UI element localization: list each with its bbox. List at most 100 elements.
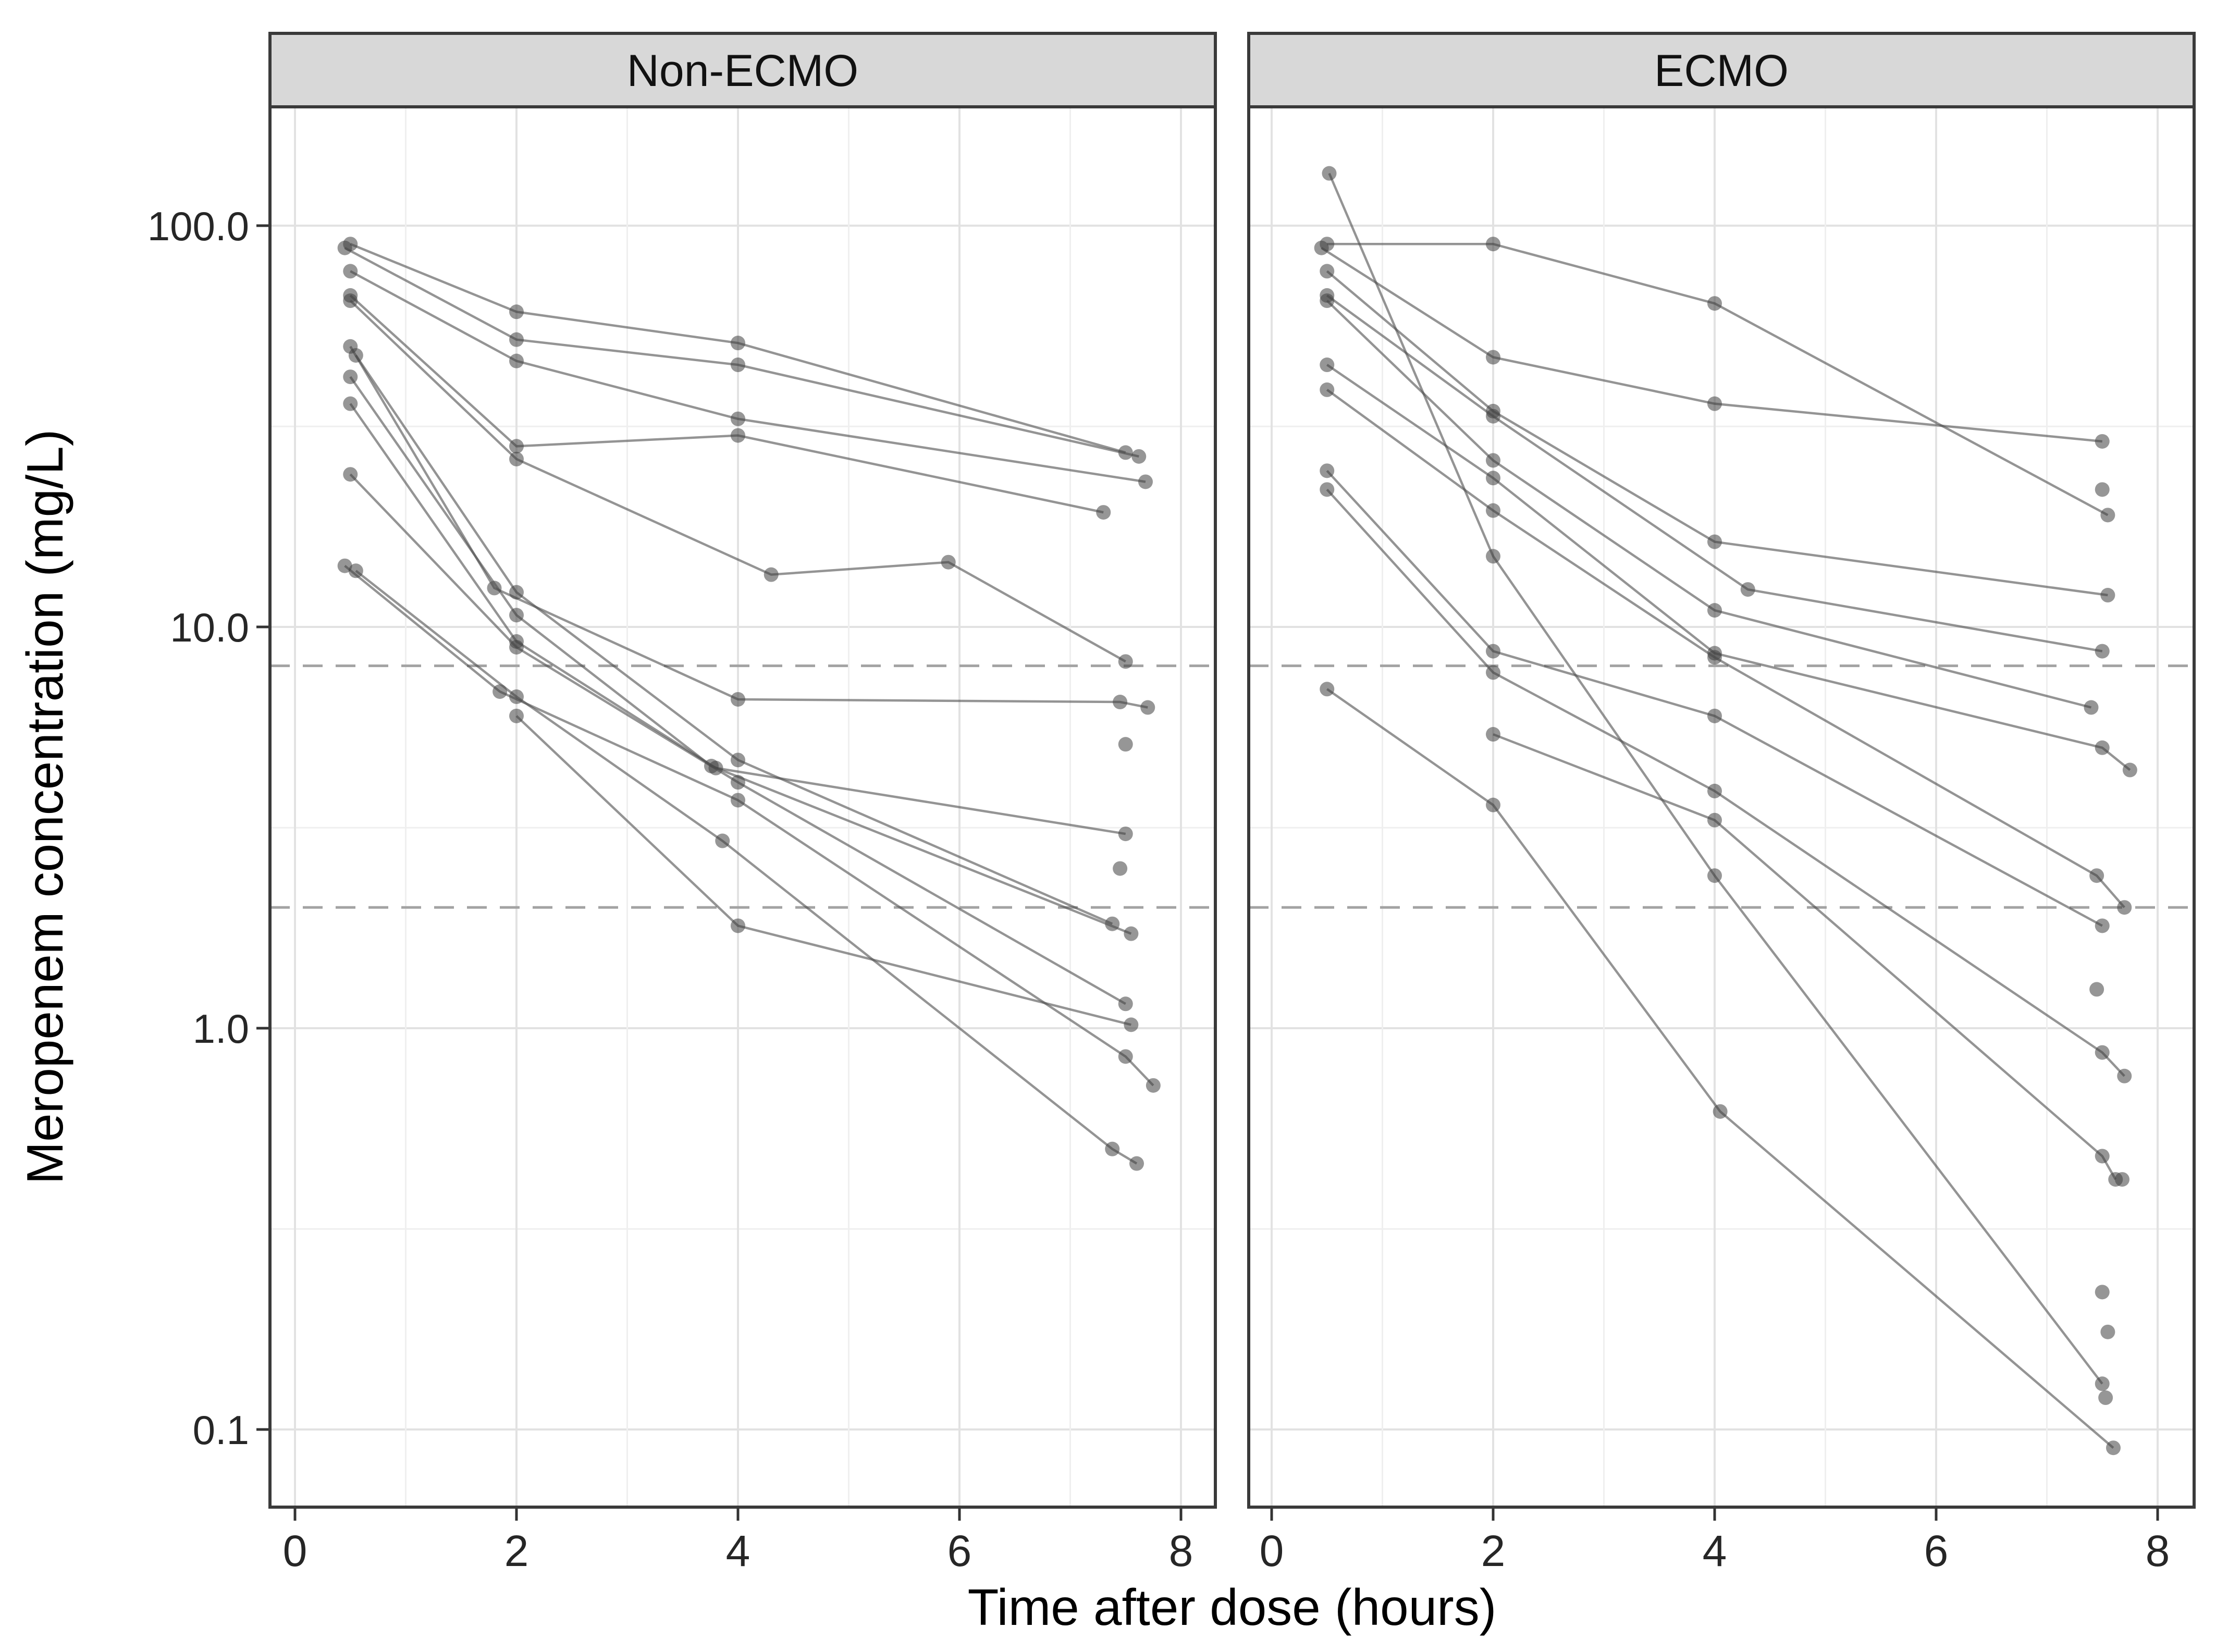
data-point	[509, 332, 524, 347]
data-point	[764, 567, 779, 582]
patient-line	[1326, 470, 2103, 927]
data-point	[2095, 1376, 2110, 1391]
patient-line	[344, 246, 1139, 458]
patient-line	[1326, 270, 2108, 597]
data-point	[2098, 1390, 2113, 1406]
patient-line	[349, 473, 1126, 1005]
data-point	[731, 775, 745, 790]
y-tick-label: 100.0	[147, 203, 249, 249]
data-point	[343, 396, 358, 411]
data-point	[2095, 918, 2110, 933]
y-tick-label: 1.0	[193, 1006, 249, 1052]
data-point	[487, 581, 502, 596]
data-point	[509, 585, 524, 600]
data-point	[1486, 237, 1500, 252]
data-point	[1105, 1141, 1120, 1156]
data-point	[509, 639, 524, 655]
data-point	[1320, 264, 1335, 279]
facet-strip-non-ecmo	[268, 32, 1217, 108]
data-point	[731, 428, 745, 443]
data-point	[1113, 861, 1128, 876]
data-point	[509, 304, 524, 319]
data-point	[1129, 1156, 1144, 1171]
series-layer	[337, 166, 2137, 1456]
data-point	[2095, 1045, 2110, 1060]
data-point	[1486, 665, 1500, 680]
x-tick-label: 4	[1703, 1526, 1727, 1575]
data-point	[2115, 1172, 2129, 1187]
patient-line	[349, 294, 1104, 514]
data-point	[1486, 350, 1500, 365]
data-point	[348, 348, 363, 363]
data-point	[1320, 463, 1335, 478]
patient-line	[349, 403, 1126, 835]
x-tick-label: 0	[283, 1526, 307, 1575]
x-tick-label: 4	[726, 1526, 750, 1575]
data-point	[343, 467, 358, 482]
data-point	[1138, 474, 1153, 489]
facet-label-non-ecmo: Non-ECMO	[627, 46, 858, 96]
patient-line	[350, 243, 1126, 454]
patient-line	[1493, 733, 2117, 1180]
data-point	[1707, 603, 1722, 618]
data-point	[1707, 868, 1722, 883]
patient-line	[1326, 300, 2092, 709]
data-point	[2095, 1149, 2110, 1164]
patient-line	[350, 270, 1146, 483]
data-point	[2095, 740, 2110, 755]
data-point	[1707, 812, 1722, 828]
data-point	[343, 369, 358, 385]
data-point	[2089, 982, 2104, 997]
data-point	[731, 753, 745, 768]
data-point	[1118, 996, 1133, 1012]
data-point	[1486, 471, 1500, 486]
data-point	[1707, 708, 1722, 723]
data-point	[343, 264, 358, 279]
patient-line	[1328, 172, 2103, 1385]
y-tick-label: 0.1	[193, 1407, 249, 1453]
data-point	[2106, 1440, 2121, 1456]
data-point	[2100, 588, 2115, 603]
data-point	[509, 451, 524, 466]
data-point	[731, 411, 745, 426]
data-point	[1707, 296, 1722, 311]
data-point	[1118, 654, 1133, 669]
data-point	[1314, 240, 1329, 255]
x-tick-label: 8	[1169, 1526, 1193, 1575]
data-point	[1140, 700, 1155, 715]
data-point	[1707, 534, 1722, 549]
data-point	[2122, 762, 2137, 778]
data-point	[1713, 1104, 1728, 1119]
data-point	[509, 708, 524, 723]
data-point	[1320, 357, 1335, 373]
data-point	[1486, 797, 1500, 812]
data-point	[1322, 166, 1337, 181]
x-tick-label: 2	[504, 1526, 529, 1575]
patient-line	[1321, 246, 2102, 443]
data-point	[337, 240, 352, 255]
data-point	[731, 793, 745, 808]
data-point	[1486, 503, 1500, 518]
data-point	[731, 357, 745, 373]
data-point	[1707, 783, 1722, 798]
data-point	[1118, 827, 1133, 842]
data-point	[1320, 293, 1335, 309]
patient-line	[1326, 294, 2103, 652]
data-point	[2089, 868, 2104, 883]
data-point	[2084, 700, 2099, 715]
data-point	[1118, 737, 1133, 752]
data-point	[941, 554, 956, 570]
x-axis-title: Time after dose (hours)	[968, 1579, 1497, 1636]
data-point	[2095, 482, 2110, 497]
data-point	[1118, 1049, 1133, 1064]
patient-line	[349, 376, 1132, 935]
data-point	[1131, 449, 1147, 464]
axes-layer: 0 2 4 6 8 0 2 4 6 8 100.0 10.0 1.0 0.1	[147, 203, 2170, 1575]
y-tick-label: 10.0	[170, 605, 249, 650]
data-point	[509, 353, 524, 368]
x-tick-label: 2	[1481, 1526, 1506, 1575]
data-point	[715, 833, 730, 848]
x-tick-label: 0	[1260, 1526, 1284, 1575]
